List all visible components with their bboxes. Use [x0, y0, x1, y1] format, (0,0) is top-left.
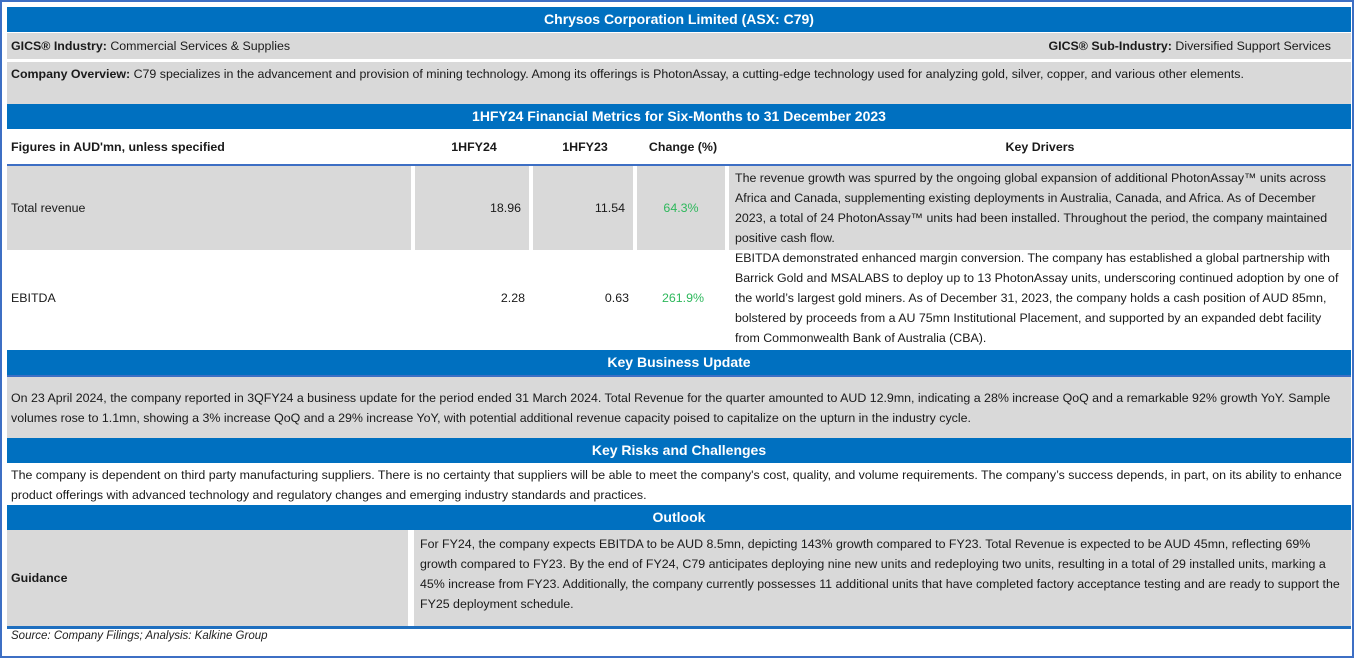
business-update-body: On 23 April 2024, the company reported i… [11, 390, 1331, 425]
guidance-label: Guidance [7, 530, 414, 626]
metric-prior: 11.54 [533, 166, 637, 250]
overview-text: C79 specializes in the advancement and p… [130, 67, 1244, 81]
report-table: Chrysos Corporation Limited (ASX: C79) G… [7, 7, 1351, 642]
risks-title: Key Risks and Challenges [7, 438, 1351, 463]
metric-prior: 0.63 [604, 291, 629, 305]
overview-label: Company Overview: [11, 67, 131, 81]
table-row-total-revenue: Total revenue 18.96 11.54 64.3% The reve… [7, 166, 1351, 250]
metric-name: EBITDA [11, 291, 56, 305]
metric-current: 2.28 [500, 291, 525, 305]
metrics-header-row: Figures in AUD'mn, unless specified 1HFY… [7, 129, 1351, 166]
metrics-title: 1HFY24 Financial Metrics for Six-Months … [7, 104, 1351, 129]
metric-name: Total revenue [7, 166, 415, 250]
outlook-title: Outlook [7, 505, 1351, 530]
gics-sub-industry-label: GICS® Sub-Industry: [1048, 39, 1172, 53]
gics-sub-industry: GICS® Sub-Industry: Diversified Support … [1049, 39, 1331, 53]
company-title: Chrysos Corporation Limited (ASX: C79) [7, 7, 1351, 32]
header-1hfy23: 1HFY23 [562, 139, 608, 154]
gics-industry-value: Commercial Services & Supplies [106, 39, 291, 53]
risks-text: The company is dependent on third party … [11, 468, 1342, 502]
gics-sub-industry-value: Diversified Support Services [1171, 39, 1331, 53]
gics-industry-label: GICS® Industry: [11, 39, 107, 53]
guidance-text: For FY24, the company expects EBITDA to … [414, 530, 1351, 626]
guidance-row: Guidance For FY24, the company expects E… [7, 530, 1351, 626]
header-key-drivers: Key Drivers [1005, 139, 1075, 154]
metric-drivers: EBITDA demonstrated enhanced margin conv… [735, 251, 1339, 345]
metric-current: 18.96 [415, 166, 533, 250]
metric-change: 261.9% [661, 291, 705, 305]
metric-drivers: The revenue growth was spurred by the on… [729, 166, 1351, 250]
header-figures: Figures in AUD'mn, unless specified [11, 139, 225, 154]
gics-row: GICS® Industry: Commercial Services & Su… [7, 33, 1351, 59]
table-row-ebitda: EBITDA 2.28 0.63 261.9% EBITDA demonstra… [7, 246, 1351, 350]
business-update-title: Key Business Update [7, 350, 1351, 375]
company-overview: Company Overview: C79 specializes in the… [7, 62, 1351, 104]
gics-industry: GICS® Industry: Commercial Services & Su… [11, 39, 290, 53]
header-change: Change (%) [648, 139, 718, 154]
business-update-text: On 23 April 2024, the company reported i… [7, 375, 1351, 438]
metric-change: 64.3% [637, 166, 729, 250]
header-1hfy24: 1HFY24 [451, 139, 497, 154]
source-note: Source: Company Filings; Analysis: Kalki… [7, 626, 1351, 642]
